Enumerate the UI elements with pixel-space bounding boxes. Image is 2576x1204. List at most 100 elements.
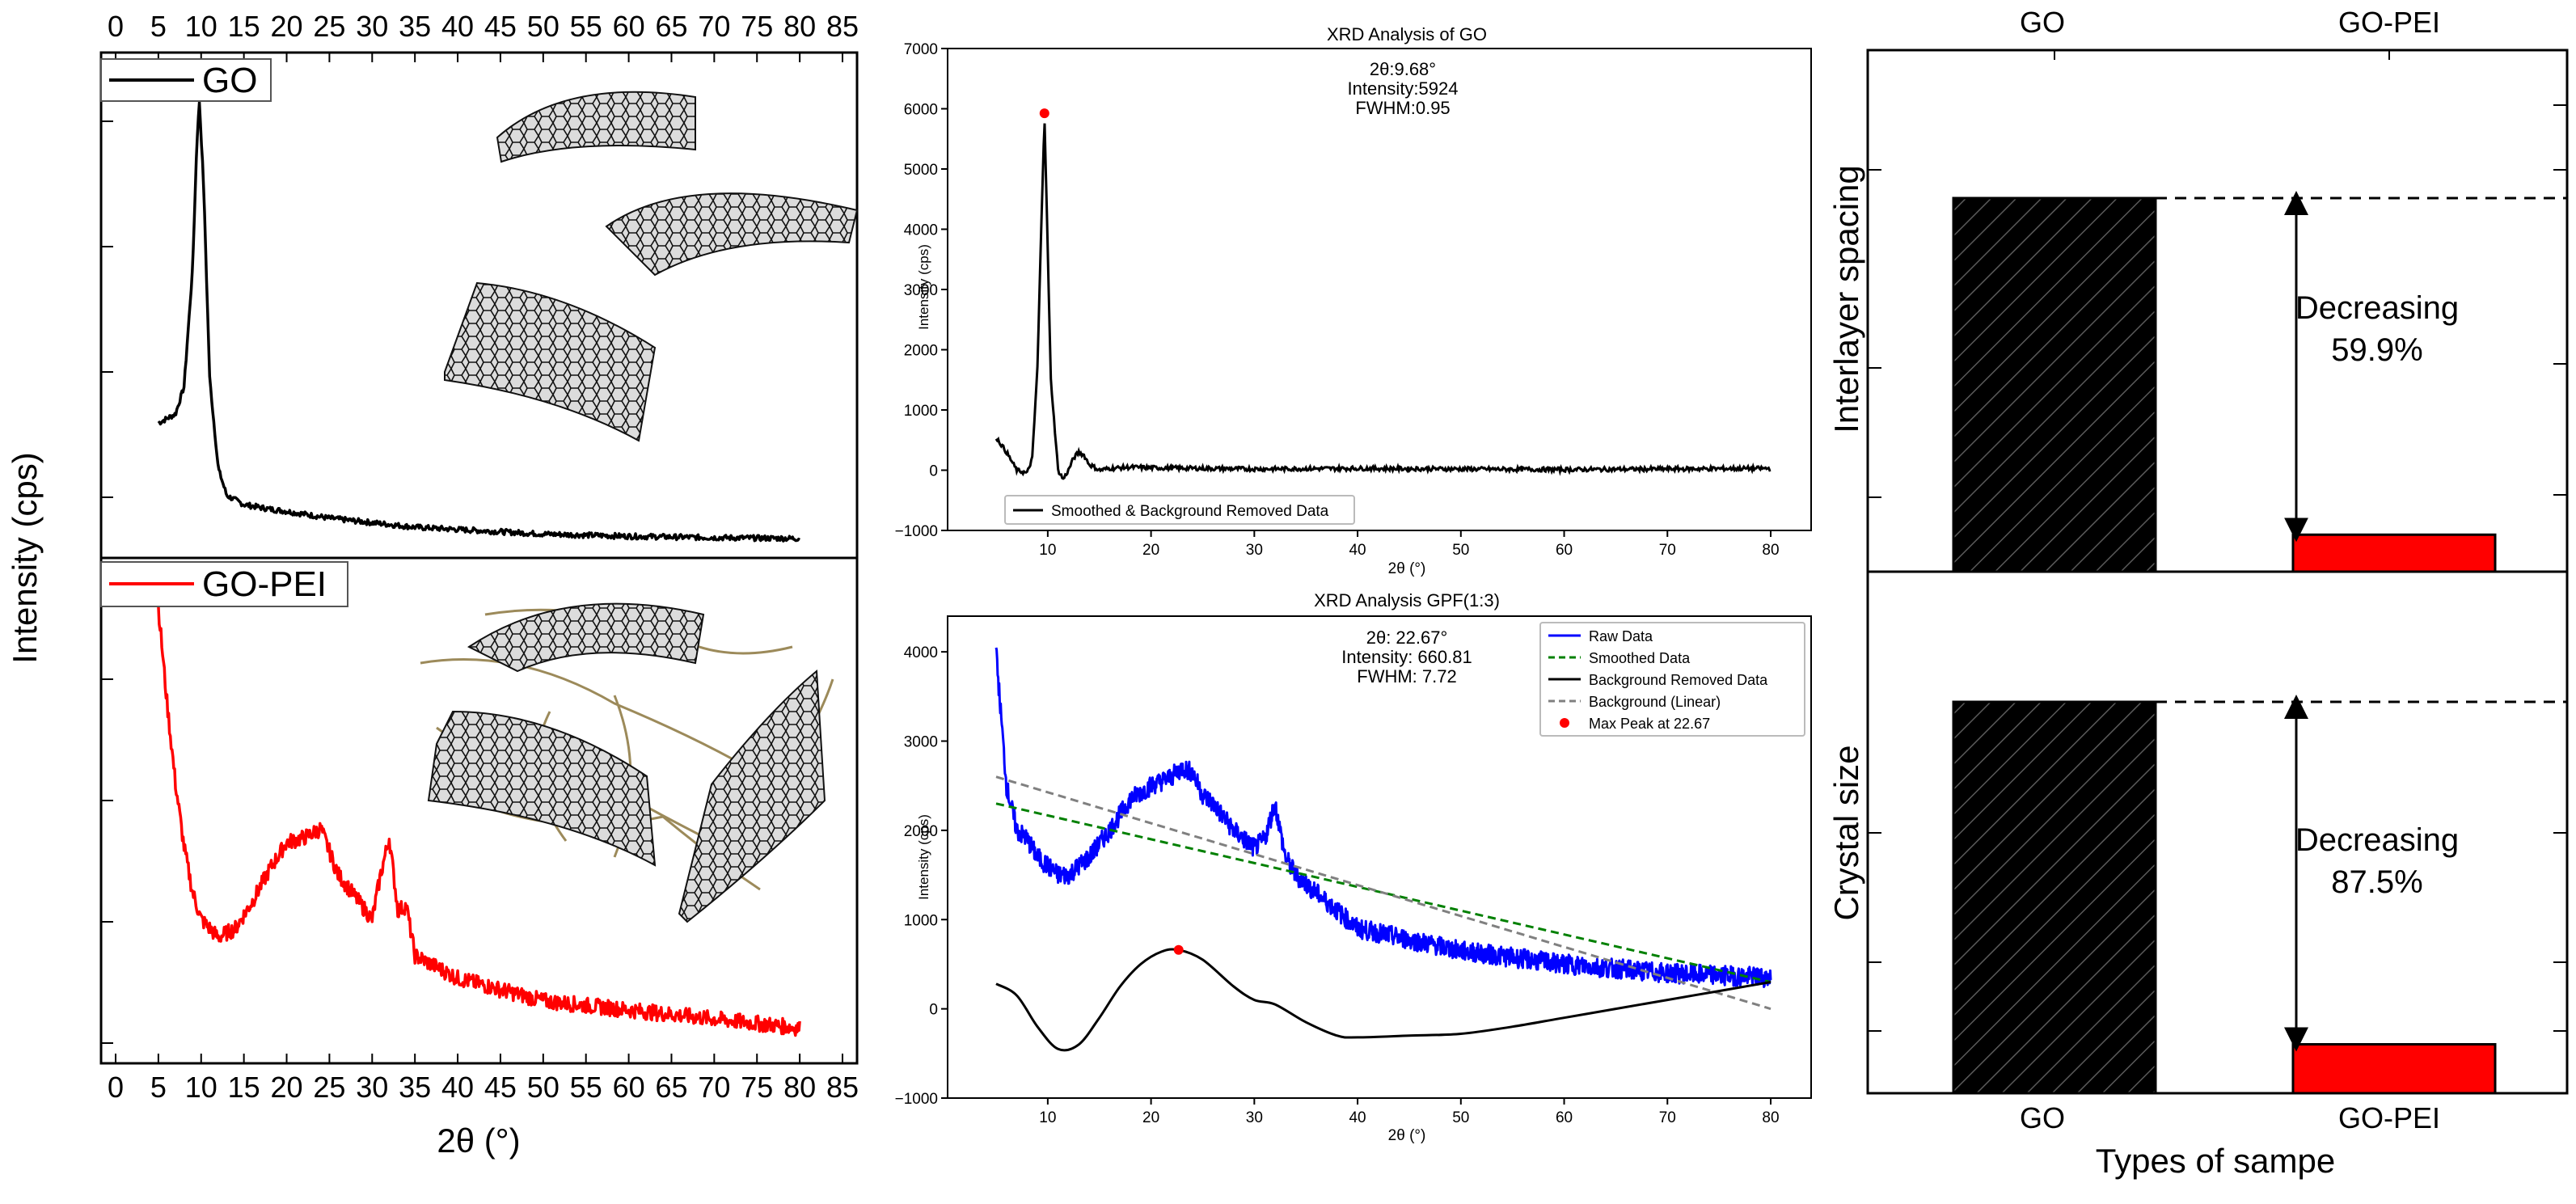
graphene-sheet-2 — [605, 192, 859, 277]
bar-interlayer-go — [1952, 196, 2157, 573]
panel-a-top-tick-label: 70 — [698, 10, 730, 43]
panel-c-x-tick-label: 10 — [1039, 1109, 1056, 1126]
top-label-go: GO — [2020, 6, 2065, 39]
graphene-sheet-illustration — [444, 91, 859, 442]
panel-c-annotation-intensity: Intensity: 660.81 — [1341, 647, 1472, 667]
panel-a-ylabel: Intensity (cps) — [6, 452, 44, 663]
panel-b-annotation-intensity: Intensity:5924 — [1348, 78, 1459, 99]
panel-b-title: XRD Analysis of GO — [1327, 24, 1487, 44]
graphene-sheet-6 — [678, 669, 826, 923]
panel-a-top-tick-label: 35 — [399, 10, 431, 43]
panel-c-legend-box — [1539, 622, 1805, 737]
panel-a-bottom-tick-label: 0 — [108, 1071, 124, 1104]
legend-bg-removed-label: Background Removed Data — [1589, 672, 1768, 688]
panel-a-top-ticks: 0 5 10 15 20 25 30 35 40 45 50 55 60 65 70 75 80 85 — [108, 10, 859, 62]
max-peak-marker — [1173, 944, 1184, 955]
panel-a-bottom-tick-label: 35 — [399, 1071, 431, 1104]
panel-c-legend: Raw Data Smoothed Data Background Remove… — [1539, 622, 1805, 737]
panel-a-top-tick-label: 25 — [313, 10, 345, 43]
panel-c-x-tick-label: 30 — [1246, 1109, 1263, 1126]
legend-max-peak-swatch — [1560, 718, 1569, 728]
graphene-sheet-4 — [467, 602, 705, 673]
panel-a-bottom-tick-label: 70 — [698, 1071, 730, 1104]
panel-c-y-tick-label: 3000 — [904, 734, 938, 751]
panel-a-bottom-tick-label: 80 — [783, 1071, 816, 1104]
bar-interlayer-go-pei — [2291, 533, 2497, 573]
go-xrd-line — [157, 100, 801, 543]
panel-c-x-tick-label: 50 — [1452, 1109, 1469, 1126]
panel-c-y-tick-label: 1000 — [904, 912, 938, 929]
panel-c-title: XRD Analysis GPF(1:3) — [1314, 590, 1500, 610]
panel-b-y-tick-label: 3000 — [904, 282, 938, 299]
panel-b-y-tick-label: −1000 — [895, 523, 938, 540]
panel-a-top-tick-label: 40 — [441, 10, 474, 43]
go-smoothed-line — [995, 123, 1772, 480]
panel-c-x-tick-label: 40 — [1349, 1109, 1366, 1126]
panel-c-y-ticks: −1000 0 1000 2000 3000 4000 — [895, 644, 948, 1108]
panel-a-top-tick-label: 30 — [356, 10, 388, 43]
panel-c-x-tick-label: 60 — [1556, 1109, 1573, 1126]
background-removed-line — [995, 948, 1772, 1052]
graphene-pei-illustration — [420, 602, 834, 923]
panel-c-x-tick-label: 80 — [1762, 1109, 1779, 1126]
panel-b-frame — [947, 48, 1812, 531]
go-pei-xrd-line — [157, 605, 801, 1037]
panel-b-xlabel: 2θ (°) — [1388, 560, 1426, 577]
panel-a-top-tick-label: 85 — [826, 10, 859, 43]
panel-c-x-tick-label: 20 — [1142, 1109, 1159, 1126]
panel-a-bottom-tick-label: 45 — [484, 1071, 517, 1104]
panel-c-annotation-fwhm: FWHM: 7.72 — [1357, 666, 1456, 686]
panel-a-bottom-tick-label: 55 — [570, 1071, 602, 1104]
panel-b-y-tick-label: 7000 — [904, 41, 938, 58]
panel-a-bottom-tick-label: 10 — [185, 1071, 217, 1104]
panel-a-top-tick-label: 0 — [108, 10, 124, 43]
legend-go-pei: GO-PEI — [100, 561, 348, 607]
ylabel-crystal-size: Crystal size — [1827, 745, 1865, 920]
panel-b-y-tick-label: 1000 — [904, 403, 938, 420]
panel-c-y-tick-label: 4000 — [904, 644, 938, 661]
panel-a-top-tick-label: 10 — [185, 10, 217, 43]
panel-c-x-tick-label: 70 — [1659, 1109, 1676, 1126]
panel-a-bottom-ticks: 0 5 10 15 20 25 30 35 40 45 50 55 60 65 70 75 80 85 — [108, 1054, 859, 1104]
interlayer-annotation-1: Decreasing — [2295, 290, 2459, 326]
panel-c-frame — [947, 615, 1812, 1099]
panel-b-x-tick-label: 30 — [1246, 542, 1263, 559]
panel-b-x-tick-label: 80 — [1762, 542, 1779, 559]
panel-c-ylabel: Intensity (cps) — [916, 814, 931, 900]
panel-b-legend-box — [1004, 495, 1355, 525]
panel-a-top-tick-label: 75 — [741, 10, 773, 43]
panel-b-annotation-fwhm: FWHM:0.95 — [1355, 98, 1450, 118]
panel-c-annotation-angle: 2θ: 22.67° — [1366, 627, 1448, 648]
panel-d-xlabel: Types of sampe — [2096, 1142, 2335, 1180]
panel-a-xlabel: 2θ (°) — [437, 1122, 520, 1160]
go-peak-marker — [1039, 108, 1049, 119]
raw-data-line — [995, 647, 1772, 988]
panel-a-left-ticks — [101, 120, 113, 1044]
panel-a-top-tick-label: 45 — [484, 10, 517, 43]
smoothed-data-line — [995, 802, 1772, 983]
panel-c-y-tick-label: 2000 — [904, 823, 938, 840]
panel-a-bottom-tick-label: 30 — [356, 1071, 388, 1104]
top-label-go-pei: GO-PEI — [2338, 6, 2440, 39]
panel-a-bottom-tick-label: 20 — [271, 1071, 303, 1104]
crystal-annotation-1: Decreasing — [2295, 822, 2459, 858]
panel-a-bottom-tick-label: 25 — [313, 1071, 345, 1104]
panel-b-legend: Smoothed & Background Removed Data — [1004, 495, 1355, 525]
bar-crystal-go-pei — [2291, 1043, 2497, 1095]
panel-b-y-tick-label: 5000 — [904, 162, 938, 179]
graphene-sheet-5 — [427, 710, 657, 867]
bar-crystal-go — [1952, 700, 2157, 1095]
panel-b-y-tick-label: 0 — [929, 463, 938, 480]
legend-go-pei-label: GO-PEI — [202, 564, 327, 604]
panel-a-bottom-tick-label: 85 — [826, 1071, 859, 1104]
panel-a-top-tick-label: 50 — [527, 10, 560, 43]
ylabel-interlayer-spacing: Interlayer spacing — [1827, 165, 1865, 433]
panel-c: XRD Analysis GPF(1:3) 10 20 30 40 50 60 70 80 −… — [895, 590, 1812, 1144]
panel-b-x-tick-label: 60 — [1556, 542, 1573, 559]
panel-b-x-tick-label: 10 — [1039, 542, 1056, 559]
panel-b-y-ticks: −1000 0 1000 2000 3000 4000 5000 6000 7000 — [895, 41, 948, 540]
panel-b-annotation-angle: 2θ:9.68° — [1370, 59, 1436, 79]
bottom-label-go-pei: GO-PEI — [2338, 1101, 2440, 1134]
panel-c-y-tick-label: −1000 — [895, 1091, 938, 1108]
background-linear-line — [995, 775, 1772, 1011]
